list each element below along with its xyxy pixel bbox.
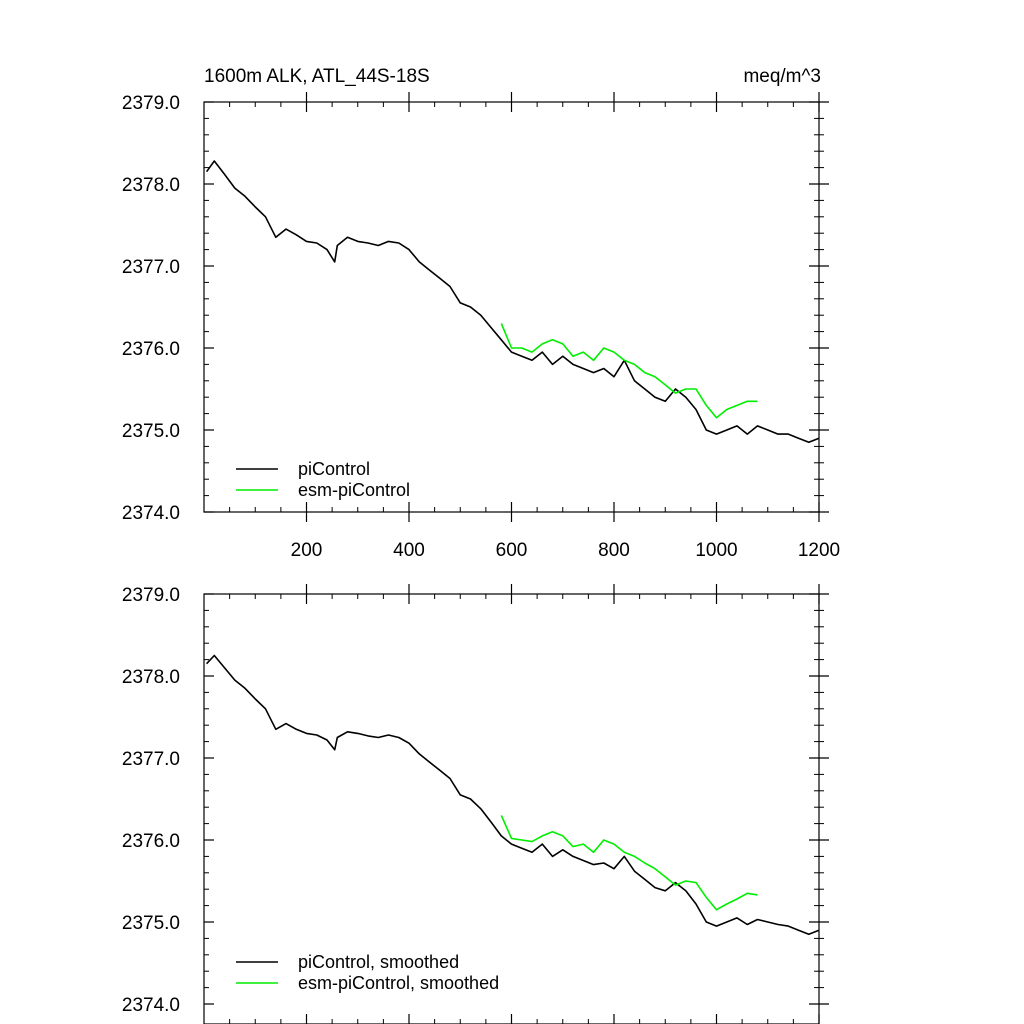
top-legend: piControl esm-piControl [236, 459, 410, 500]
legend-label-esm-picontrol: esm-piControl [298, 480, 410, 500]
chart-title: 1600m ALK, ATL_44S-18S [204, 66, 430, 87]
x-tick-label: 200 [291, 540, 323, 561]
legend-label-esm-picontrol-smoothed: esm-piControl, smoothed [298, 973, 499, 993]
y-tick-label: 2374.0 [122, 503, 180, 524]
bottom-plot-frame [203, 593, 820, 1024]
y-tick-label: 2376.0 [122, 339, 180, 360]
y-tick-label: 2378.0 [122, 175, 180, 196]
y-tick-label: 2375.0 [122, 421, 180, 442]
top-series-group [205, 160, 820, 444]
top-plot-frame [203, 101, 820, 513]
bottom-series-group [206, 654, 820, 936]
y-tick-label: 2375.0 [122, 913, 180, 934]
y-tick-label: 2374.0 [122, 995, 180, 1016]
x-tick-label: 1200 [798, 540, 840, 561]
y-tick-label: 2376.0 [122, 831, 180, 852]
bottom-legend: piControl, smoothed esm-piControl, smoot… [236, 952, 499, 993]
legend-label-picontrol: piControl [298, 459, 370, 479]
y-tick-label: 2379.0 [122, 585, 180, 606]
top-panel: 2374.0 2375.0 2376.0 2377.0 2378.0 2379.0 200… [122, 92, 840, 561]
x-tick-label: 800 [598, 540, 630, 561]
y-tick-label: 2379.0 [122, 93, 180, 114]
x-tick-label: 600 [496, 540, 528, 561]
top-x-axis: 200 400 600 800 1000 1200 [229, 92, 840, 561]
top-y-axis: 2374.0 2375.0 2376.0 2377.0 2378.0 2379.0 [122, 93, 829, 524]
x-tick-label: 1000 [695, 540, 737, 561]
y-tick-label: 2377.0 [122, 749, 180, 770]
y-tick-label: 2377.0 [122, 257, 180, 278]
series-line-picontrol [205, 160, 820, 444]
bottom-panel: 2374.0 2375.0 2376.0 2377.0 2378.0 2379.0 piC… [122, 584, 829, 1024]
series-line-esm-picontrol-smoothed [500, 815, 758, 911]
series-line-esm-picontrol [500, 323, 758, 419]
y-tick-label: 2378.0 [122, 667, 180, 688]
bottom-y-axis: 2374.0 2375.0 2376.0 2377.0 2378.0 2379.0 [122, 585, 829, 1016]
series-line-picontrol-smoothed [206, 654, 820, 936]
legend-label-picontrol-smoothed: piControl, smoothed [298, 952, 459, 972]
bottom-x-axis [229, 584, 820, 1024]
units-label: meq/m^3 [743, 66, 821, 87]
x-tick-label: 400 [393, 540, 425, 561]
